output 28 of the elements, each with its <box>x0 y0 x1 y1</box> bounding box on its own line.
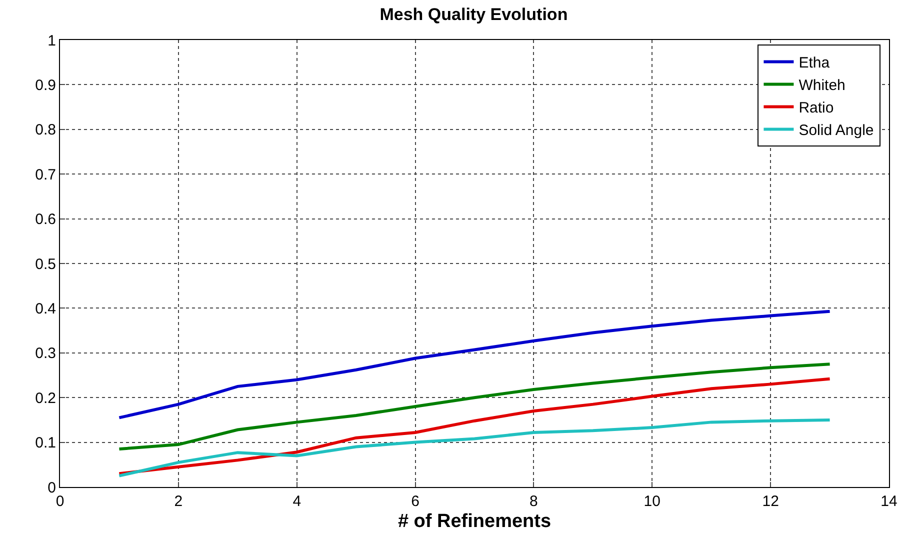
y-tick-label: 0.2 <box>35 390 56 407</box>
x-tick-label: 14 <box>880 493 898 510</box>
x-tick-label: 6 <box>411 493 420 510</box>
legend-label: Whiteh <box>798 77 846 94</box>
y-tick-label: 0.9 <box>35 76 56 94</box>
legend-label: Etha <box>798 54 830 72</box>
line-series <box>118 418 832 478</box>
y-tick-label: 1 <box>48 32 56 50</box>
y-tick-label: 0.6 <box>35 211 56 228</box>
line-series <box>118 362 832 451</box>
x-tick-label: 12 <box>762 493 779 510</box>
y-tick-label: 0 <box>48 479 56 496</box>
x-tick-label: 2 <box>174 493 183 510</box>
x-tick-label: 8 <box>530 493 538 510</box>
x-tick-label: 4 <box>292 493 302 510</box>
legend-label: Ratio <box>798 100 834 117</box>
line-series <box>118 377 832 476</box>
legend-label: Solid Angle <box>798 122 874 140</box>
y-tick-label: 0.7 <box>35 166 56 184</box>
x-tick-label: 10 <box>644 493 660 510</box>
y-tick-label: 0.3 <box>35 345 56 362</box>
y-tick-label: 0.8 <box>35 122 56 139</box>
chart-title: Mesh Quality Evolution <box>380 5 568 24</box>
y-tick-label: 0.1 <box>35 434 56 452</box>
line-series <box>118 310 832 420</box>
x-axis-title: # of Refinements <box>398 510 552 532</box>
y-tick-label: 0.5 <box>35 256 56 273</box>
y-tick-label: 0.4 <box>35 300 56 318</box>
